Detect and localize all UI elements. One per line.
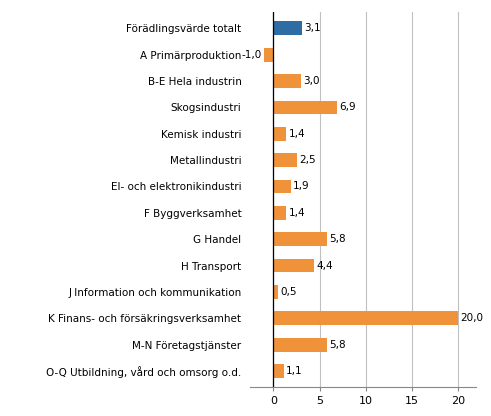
- Text: 2,5: 2,5: [299, 155, 315, 165]
- Bar: [273, 233, 327, 246]
- Text: 6,9: 6,9: [339, 102, 356, 112]
- Text: 5,8: 5,8: [329, 340, 346, 350]
- Bar: [273, 180, 291, 193]
- Text: 0,5: 0,5: [280, 287, 297, 297]
- Text: 3,1: 3,1: [304, 23, 321, 33]
- Bar: [273, 74, 301, 88]
- Text: 3,0: 3,0: [303, 76, 320, 86]
- Bar: [273, 22, 302, 35]
- Bar: [273, 153, 297, 167]
- Bar: [273, 285, 278, 299]
- Text: 1,9: 1,9: [293, 181, 310, 191]
- Bar: [273, 206, 286, 220]
- Text: 5,8: 5,8: [329, 234, 346, 244]
- Bar: [273, 312, 458, 325]
- Bar: [273, 364, 284, 378]
- Text: 4,4: 4,4: [316, 260, 333, 270]
- Text: 1,4: 1,4: [289, 129, 305, 139]
- Text: -1,0: -1,0: [242, 50, 262, 59]
- Bar: [273, 259, 314, 272]
- Text: 20,0: 20,0: [460, 313, 483, 323]
- Bar: [273, 127, 286, 141]
- Bar: [273, 101, 337, 114]
- Text: 1,1: 1,1: [286, 366, 302, 376]
- Bar: [264, 48, 273, 62]
- Bar: [273, 338, 327, 352]
- Text: 1,4: 1,4: [289, 208, 305, 218]
